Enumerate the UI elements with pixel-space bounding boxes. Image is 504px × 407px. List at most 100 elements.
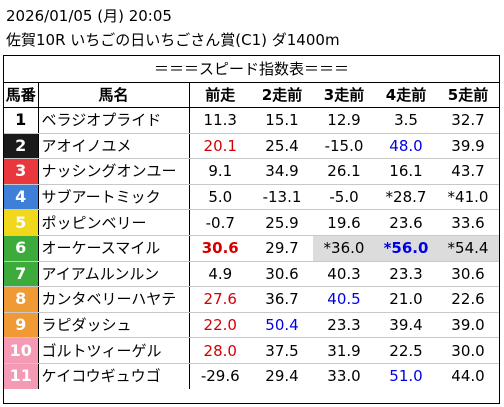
horse-name: ベラジオプライド	[37, 107, 190, 134]
speed-index-cell: 30.6	[437, 261, 499, 288]
speed-index-cell: 22.5	[375, 337, 437, 364]
speed-index-cell: *36.0	[313, 235, 375, 262]
speed-index-grid: 馬番 馬名 前走 2走前 3走前 4走前 5走前 1 ベラジオプライド 11.3 15…	[4, 82, 499, 389]
speed-index-cell: -15.0	[313, 133, 375, 160]
speed-index-cell: 29.7	[251, 235, 313, 262]
speed-index-cell: -13.1	[251, 184, 313, 211]
speed-index-cell: 23.6	[375, 209, 437, 236]
horse-name: ポッピンベリー	[37, 209, 190, 236]
speed-index-cell: *54.4	[437, 235, 499, 262]
speed-index-cell: 39.4	[375, 312, 437, 339]
speed-index-cell: 4.9	[189, 261, 251, 288]
horse-name: ナッシングオンユー	[37, 158, 190, 185]
speed-index-cell: 44.0	[451, 367, 485, 386]
table-row: 5 ポッピンベリー -0.7 25.9 19.6 23.6 33.6	[4, 209, 499, 236]
speed-index-cell: 33.0	[327, 367, 361, 386]
horse-name: オーケースマイル	[37, 235, 190, 262]
table-row: 11 ケイコウギュウゴ -29.6 29.4 33.0 51.0 44.0	[4, 363, 499, 389]
horse-number: 10	[4, 337, 38, 364]
table-row: 3 ナッシングオンユー 9.1 34.9 26.1 16.1 43.7	[4, 158, 499, 185]
table-row: 6 オーケースマイル 30.6 29.7 *36.0 *56.0 *54.4	[4, 235, 499, 262]
speed-index-cell: 25.4	[251, 133, 313, 160]
horse-number: 1	[4, 107, 38, 134]
speed-index-cell: 9.1	[189, 158, 251, 185]
speed-index-cell: 50.4	[251, 312, 313, 339]
speed-index-cell: 30.0	[437, 337, 499, 364]
col-header-number: 馬番	[4, 82, 38, 108]
speed-index-cell: 39.0	[437, 312, 499, 339]
speed-index-cell: 21.0	[375, 286, 437, 313]
race-datetime: 2026/01/05 (月) 20:05	[6, 7, 172, 25]
speed-index-cell: 5.0	[189, 184, 251, 211]
speed-index-cell: 25.9	[251, 209, 313, 236]
speed-index-cell: 23.3	[313, 312, 375, 339]
speed-index-cell: 30.6	[251, 261, 313, 288]
table-row: 2 アオイノユメ 20.1 25.4 -15.0 48.0 39.9	[4, 133, 499, 160]
speed-index-cell: 16.1	[375, 158, 437, 185]
speed-index-cell: 30.6	[189, 235, 251, 262]
speed-index-cell: 28.0	[189, 337, 251, 364]
speed-index-cell: 22.6	[437, 286, 499, 313]
col-header-5back: 5走前	[437, 82, 499, 108]
speed-index-cell: 36.7	[251, 286, 313, 313]
race-title: 佐賀10R いちごの日いちごさん賞(C1) ダ1400m	[6, 31, 340, 49]
speed-index-cell: 15.1	[251, 107, 313, 134]
col-header-2back: 2走前	[251, 82, 313, 108]
horse-number: 9	[4, 312, 38, 339]
table-row: 1 ベラジオプライド 11.3 15.1 12.9 3.5 32.7	[4, 107, 499, 134]
speed-index-cell: 19.6	[313, 209, 375, 236]
speed-index-cell: 40.3	[313, 261, 375, 288]
speed-index-table: ＝＝＝スピード指数表＝＝＝ 馬番 馬名 前走 2走前 3走前 4走前 5走前 1…	[3, 55, 500, 404]
horse-number: 8	[4, 286, 38, 313]
speed-index-cell: 48.0	[375, 133, 437, 160]
table-row: 8 カンタベリーハヤテ 27.6 36.7 40.5 21.0 22.6	[4, 286, 499, 313]
speed-index-cell: 26.1	[313, 158, 375, 185]
horse-number: 6	[4, 235, 38, 262]
horse-number: 11	[4, 363, 38, 389]
horse-name: カンタベリーハヤテ	[37, 286, 190, 313]
horse-name: ラピダッシュ	[37, 312, 190, 339]
col-header-4back: 4走前	[375, 82, 437, 108]
speed-index-cell: 20.1	[189, 133, 251, 160]
horse-name: アイアムルンルン	[37, 261, 190, 288]
speed-index-cell: 3.5	[375, 107, 437, 134]
horse-number: 5	[4, 209, 38, 236]
speed-index-cell: 27.6	[189, 286, 251, 313]
speed-index-cell: 34.9	[251, 158, 313, 185]
speed-index-cell: 29.4	[265, 367, 299, 386]
horse-name: サブアートミック	[37, 184, 190, 211]
speed-index-cell: 43.7	[437, 158, 499, 185]
table-row: 10 ゴルトツィーゲル 28.0 37.5 31.9 22.5 30.0	[4, 337, 499, 364]
col-header-3back: 3走前	[313, 82, 375, 108]
horse-name: アオイノユメ	[37, 133, 190, 160]
speed-index-cell: 33.6	[437, 209, 499, 236]
speed-index-cell: 11.3	[189, 107, 251, 134]
speed-index-cell: 40.5	[313, 286, 375, 313]
horse-number: 3	[4, 158, 38, 185]
table-row: 7 アイアムルンルン 4.9 30.6 40.3 23.3 30.6	[4, 261, 499, 288]
speed-index-cell: 37.5	[251, 337, 313, 364]
speed-index-cell: 23.3	[375, 261, 437, 288]
table-row: 4 サブアートミック 5.0 -13.1 -5.0 *28.7 *41.0	[4, 184, 499, 211]
col-header-name: 馬名	[37, 82, 190, 108]
speed-index-cell: 12.9	[313, 107, 375, 134]
col-header-last: 前走	[189, 82, 251, 108]
speed-index-cell: 51.0	[389, 367, 423, 386]
horse-number: 2	[4, 133, 38, 160]
horse-name: ケイコウギュウゴ	[37, 363, 190, 389]
speed-index-cell: *56.0	[375, 235, 437, 262]
horse-name: ゴルトツィーゲル	[37, 337, 190, 364]
horse-number: 7	[4, 261, 38, 288]
speed-index-cell: 39.9	[437, 133, 499, 160]
speed-index-cell: *41.0	[437, 184, 499, 211]
speed-index-cell: -29.6	[200, 367, 240, 386]
speed-index-cell: 32.7	[437, 107, 499, 134]
table-title: ＝＝＝スピード指数表＝＝＝	[4, 56, 499, 83]
speed-index-cell: *28.7	[375, 184, 437, 211]
table-row: 9 ラピダッシュ 22.0 50.4 23.3 39.4 39.0	[4, 312, 499, 339]
speed-index-cell: -0.7	[189, 209, 251, 236]
speed-index-cell: -5.0	[313, 184, 375, 211]
header-row: 馬番 馬名 前走 2走前 3走前 4走前 5走前	[4, 82, 499, 108]
speed-index-cell: 22.0	[189, 312, 251, 339]
horse-number: 4	[4, 184, 38, 211]
